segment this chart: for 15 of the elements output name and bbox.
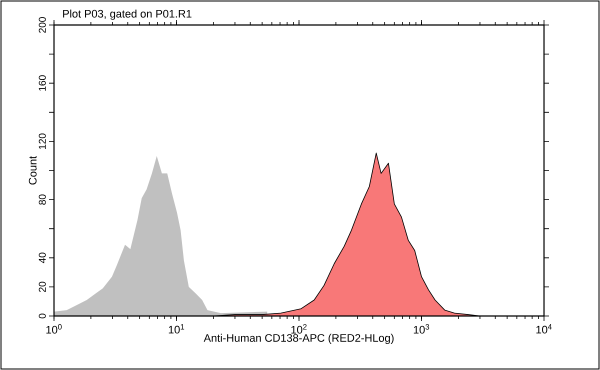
y-tick-label: 160 <box>38 75 46 91</box>
y-tick-label: 120 <box>38 133 46 149</box>
x-tick-label: 10$^{3}$ <box>414 324 430 334</box>
y-axis-title: Count <box>28 156 37 185</box>
x-tick-label: 10$^{0}$ <box>46 324 62 334</box>
x-tick-label: 10$^{4}$ <box>536 324 552 334</box>
x-tick-label: 10$^{2}$ <box>291 324 307 334</box>
y-tick-label: 40 <box>38 252 46 264</box>
y-tick-label: 20 <box>38 282 46 292</box>
y-tick-label: 0 <box>38 314 46 318</box>
chart-title: Plot P03, gated on P01.R1 <box>63 10 192 20</box>
x-axis-title: Anti-Human CD138-APC (RED2-HLog) <box>204 334 394 344</box>
y-tick-label: 200 <box>38 17 46 33</box>
x-tick-label: 10$^{1}$ <box>168 324 184 334</box>
y-tick-label: 80 <box>38 194 46 205</box>
